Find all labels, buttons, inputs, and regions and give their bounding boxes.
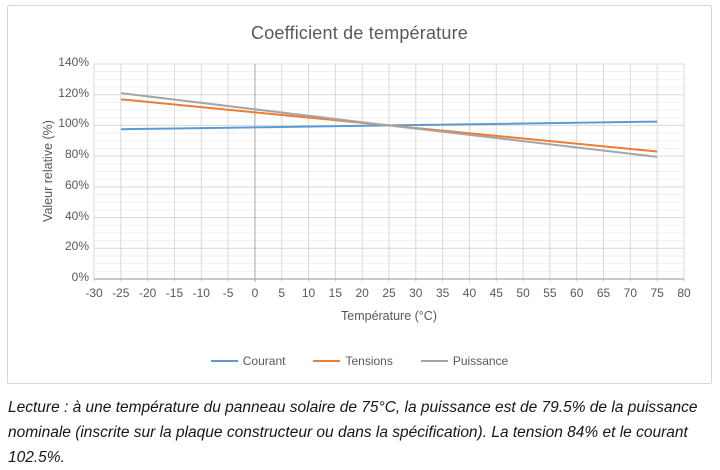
x-tick-label: 5 (278, 286, 286, 300)
legend-label: Tensions (345, 354, 393, 368)
y-tick-label: 100% (58, 116, 89, 131)
legend-label: Puissance (452, 354, 509, 368)
chart-legend: Courant Tensions Puissance (8, 354, 711, 368)
x-tick-label: 20 (355, 286, 369, 300)
x-tick-label: 15 (328, 286, 343, 300)
legend-line-swatch (210, 360, 238, 362)
x-tick-label: 0 (251, 286, 259, 300)
y-tick-label: 80% (64, 147, 89, 162)
x-tick-label: -5 (222, 286, 234, 300)
legend-item-courant: Courant (210, 354, 286, 368)
y-tick-label: 0% (71, 270, 89, 284)
x-tick-label: -30 (85, 286, 103, 300)
y-tick-label: 20% (64, 239, 89, 254)
y-axis-title: Valeur relative (%) (41, 120, 55, 222)
x-tick-label: 75 (650, 286, 664, 300)
x-tick-label: 65 (596, 286, 611, 300)
legend-line-swatch (313, 360, 341, 362)
x-tick-label: -20 (138, 286, 157, 300)
y-tick-label: 140% (58, 55, 89, 69)
x-tick-label: -15 (165, 286, 184, 300)
plot-area (93, 63, 685, 282)
legend-line-swatch (420, 360, 448, 362)
legend-item-puissance: Puissance (420, 354, 509, 368)
x-tick-label: 10 (301, 286, 316, 300)
y-tick-label: 60% (64, 177, 89, 192)
chart-frame: Coefficient de température Valeur relati… (7, 5, 712, 384)
x-tick-label: 60 (570, 286, 584, 300)
x-tick-label: 80 (677, 286, 691, 300)
legend-label: Courant (242, 354, 286, 368)
x-tick-label: 45 (489, 286, 503, 300)
x-tick-label: 70 (623, 286, 638, 300)
x-tick-label: -10 (192, 286, 210, 300)
x-tick-label: 55 (543, 286, 557, 300)
y-tick-label: 40% (64, 208, 89, 223)
legend-item-tensions: Tensions (313, 354, 393, 368)
x-tick-label: -25 (112, 286, 130, 300)
y-tick-label: 120% (58, 85, 89, 100)
chart-title: Coefficient de température (251, 23, 468, 43)
x-tick-label: 40 (462, 286, 477, 300)
x-axis-title: Température (°C) (341, 309, 437, 323)
x-tick-label: 30 (409, 286, 423, 300)
caption-text: Lecture : à une température du panneau s… (8, 399, 698, 466)
x-tick-label: 25 (382, 286, 396, 300)
series-line-puissance (120, 92, 658, 158)
x-tick-label: 35 (435, 286, 450, 300)
x-tick-label: 50 (516, 286, 530, 300)
